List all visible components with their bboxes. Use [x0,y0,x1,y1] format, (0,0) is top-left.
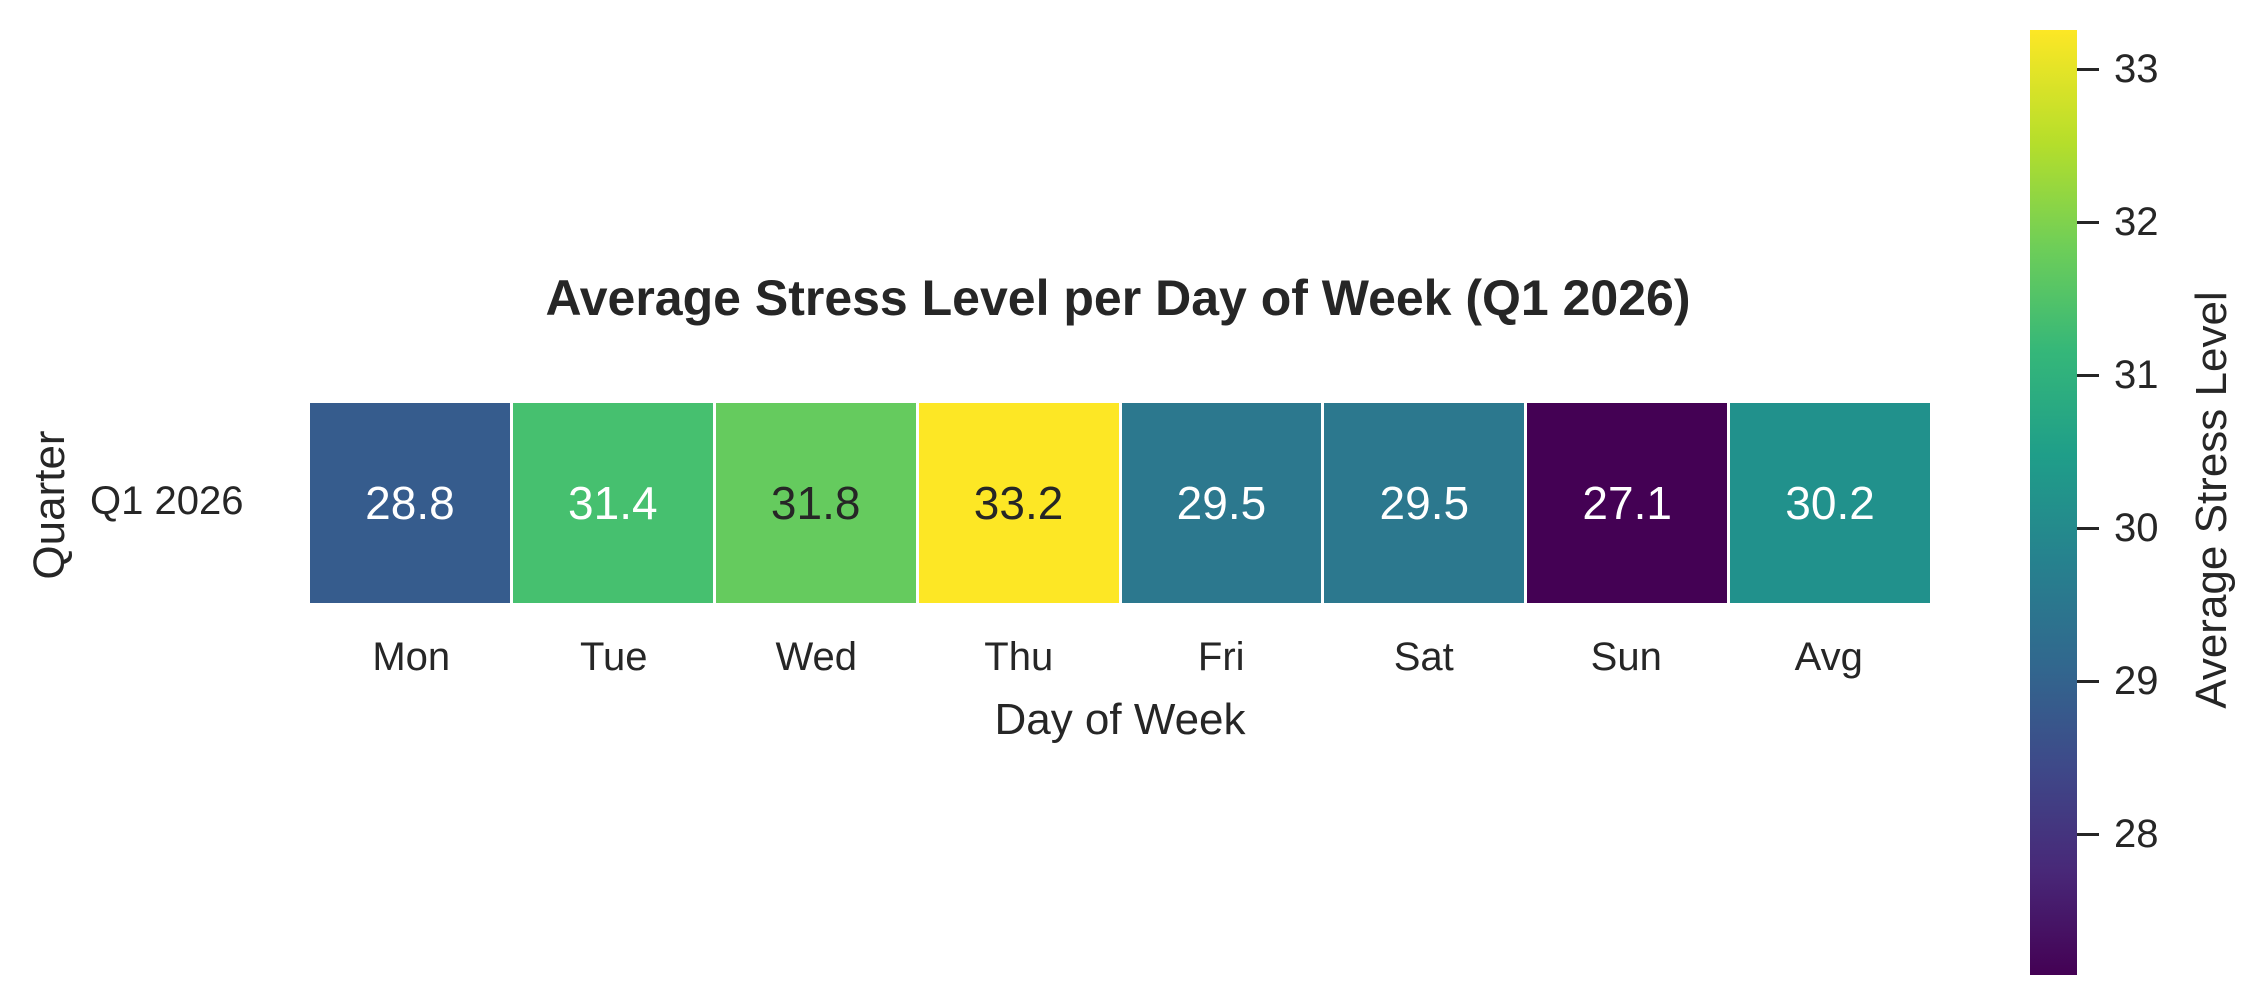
heatmap-cell: 29.5 [1324,403,1525,603]
colorbar-tick-mark [2077,527,2099,530]
colorbar-label: Average Stress Level [2187,291,2236,709]
x-tick-label: Mon [372,635,451,679]
cell-value: 31.8 [770,477,861,529]
cell-value: 29.5 [1379,477,1470,529]
heatmap-cell: 31.4 [512,403,713,603]
heatmap-grid: 28.8 31.4 31.8 33.2 29.5 29.5 27.1 30.2 [310,403,1930,603]
x-tick-label: Sat [1393,635,1454,679]
y-axis-label: Quarter [25,430,74,580]
cell-value: 31.4 [568,477,658,529]
cell-value: 29.5 [1176,477,1267,529]
cell-value: 28.8 [365,477,455,529]
colorbar-tick-mark [2077,374,2099,377]
y-tick-label: Q1 2026 [90,479,244,523]
colorbar [2030,30,2077,975]
colorbar-tick-mark [2077,221,2099,224]
cell-value: 33.2 [973,477,1064,529]
heatmap-cell: 33.2 [918,403,1119,603]
chart-title: Average Stress Level per Day of Week (Q1… [545,270,1691,326]
x-tick-label: Tue [580,635,648,679]
x-axis-label: Day of Week [994,695,1246,744]
colorbar-tick-label: 31 [2114,353,2159,397]
cell-value: 30.2 [1785,477,1875,529]
colorbar-tick-label: 29 [2114,659,2159,703]
heatmap-cell: 27.1 [1527,403,1728,603]
colorbar-tick-label: 32 [2114,200,2159,244]
colorbar-tick-label: 33 [2114,47,2159,91]
x-axis-ticks: Mon Tue Wed Thu Fri Sat Sun Avg [310,635,1930,680]
heatmap-cell: 29.5 [1121,403,1322,603]
heatmap-cell: 31.8 [715,403,916,603]
cell-value: 27.1 [1582,477,1672,529]
x-tick-label: Fri [1197,635,1245,679]
colorbar-tick-mark [2077,833,2099,836]
x-tick-label: Avg [1794,635,1863,679]
heatmap-cell: 28.8 [310,403,510,603]
x-tick-label: Thu [984,635,1054,679]
colorbar-tick-mark [2077,680,2099,683]
colorbar-tick-mark [2077,68,2099,71]
colorbar-tick-label: 30 [2114,506,2159,550]
x-tick-label: Sun [1590,635,1662,679]
colorbar-tick-label: 28 [2114,812,2159,856]
x-tick-label: Wed [775,635,858,679]
heatmap-cell: 30.2 [1730,403,1930,603]
